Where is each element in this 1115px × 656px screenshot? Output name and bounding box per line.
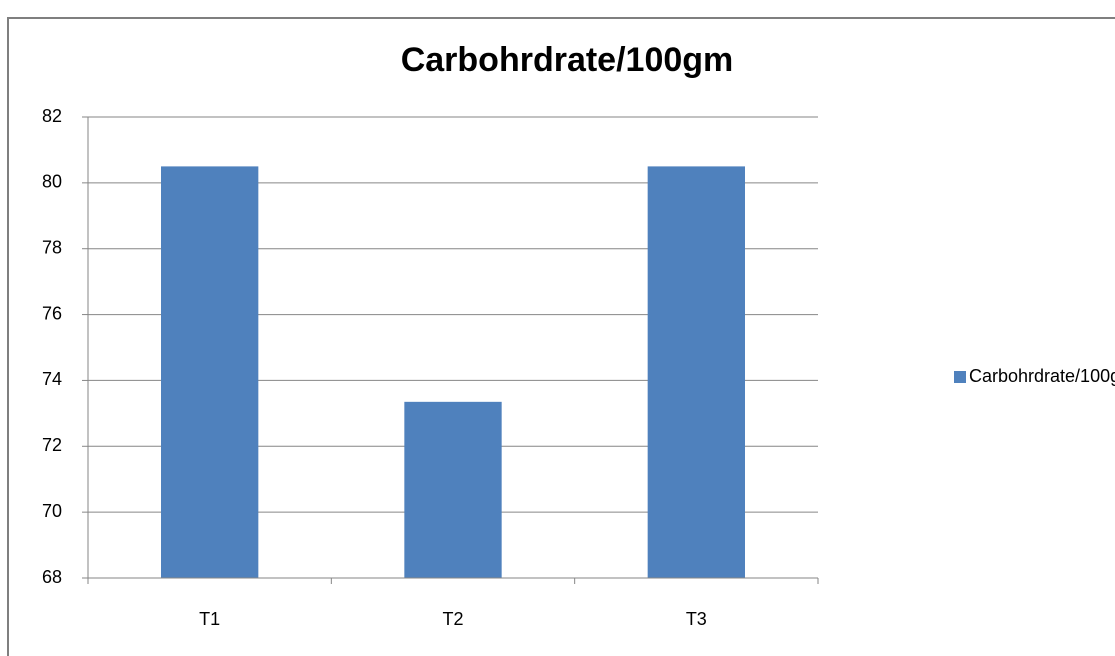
y-tick-label: 78 [42,237,62,257]
y-tick-label: 74 [42,369,62,389]
legend-swatch [954,371,966,383]
legend-label: Carbohrdrate/100gm [969,366,1115,386]
y-tick-label: 80 [42,172,62,192]
y-tick-label: 68 [42,567,62,587]
y-tick-label: 70 [42,501,62,521]
bar [404,401,502,578]
bar [647,166,745,578]
x-tick-label: T3 [686,609,707,629]
x-tick-label: T1 [199,609,220,629]
x-tick-label: T2 [442,609,463,629]
y-tick-label: 76 [42,303,62,323]
chart-title: Carbohrdrate/100gm [401,41,734,79]
y-tick-label: 82 [42,106,62,126]
bar [161,166,259,578]
y-tick-label: 72 [42,435,62,455]
